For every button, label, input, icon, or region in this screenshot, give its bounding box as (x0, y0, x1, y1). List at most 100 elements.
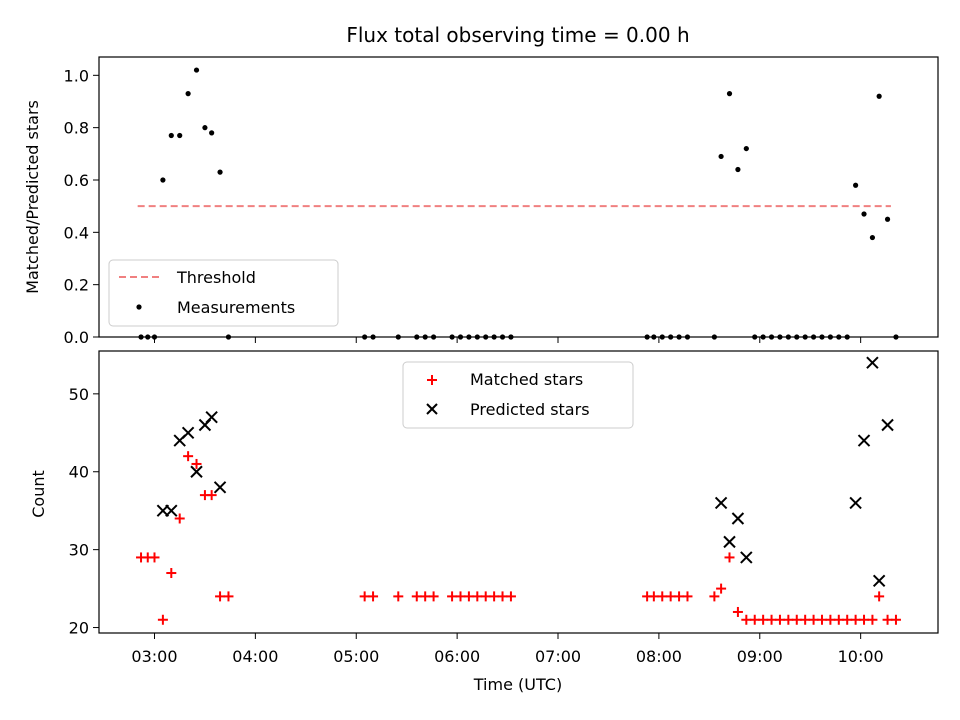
legend-measurements-swatch (136, 304, 142, 310)
predicted-star-point (205, 411, 218, 424)
matched-star-point (183, 451, 194, 462)
matched-star-point (665, 591, 676, 602)
matched-star-point (166, 568, 177, 579)
x-axis-label: Time (UTC) (473, 675, 562, 694)
top-legend: Threshold Measurements (108, 259, 339, 327)
matched-star-point (682, 591, 693, 602)
matched-star-point (709, 591, 720, 602)
matched-star-point (890, 614, 901, 625)
x-tick-label: 05:00 (333, 647, 379, 666)
predicted-star-point (714, 496, 728, 510)
top-panel: 0.0 0.2 0.4 0.6 0.8 1.0 Matched/Predicted sta… (23, 56, 939, 347)
matched-star-point (463, 591, 474, 602)
measurement-point (209, 130, 215, 136)
x-tick-label: 06:00 (434, 647, 480, 666)
measurement-point (861, 211, 867, 217)
matched-star-point (882, 614, 893, 625)
matched-star-point (716, 583, 727, 594)
matched-star-point (808, 614, 819, 625)
predicted-star-point (165, 504, 178, 517)
x-tick-label: 07:00 (535, 647, 581, 666)
matched-star-point (850, 614, 861, 625)
x-tick-label: 08:00 (636, 647, 682, 666)
matched-star-point (455, 591, 466, 602)
matched-star-point (724, 552, 735, 563)
x-tick-label: 03:00 (131, 647, 177, 666)
matched-star-point (505, 591, 516, 602)
chart-title: Flux total observing time = 0.00 h (346, 23, 689, 47)
top-axes-frame (98, 56, 939, 338)
matched-star-point (674, 591, 685, 602)
top-y-axis-label: Matched/Predicted stars (23, 100, 42, 294)
matched-star-point (783, 614, 794, 625)
legend-matched-label: Matched stars (470, 370, 583, 389)
measurement-point (217, 169, 223, 175)
x-tick-label: 09:00 (737, 647, 783, 666)
matched-star-point (791, 614, 802, 625)
matched-star-point (874, 591, 885, 602)
bottom-y-tick-label: 20 (69, 619, 89, 638)
x-tick-label: 04:00 (232, 647, 278, 666)
matched-star-point (774, 614, 785, 625)
measurement-point (735, 166, 741, 173)
bottom-y-tick-label: 50 (69, 385, 89, 404)
matched-star-point (420, 591, 431, 602)
measurement-point (876, 93, 882, 99)
predicted-star-point (723, 535, 736, 549)
predicted-star-point (857, 434, 871, 447)
matched-star-point (359, 591, 370, 602)
measurement-point (168, 132, 174, 139)
matched-star-point (800, 614, 811, 625)
legend-predicted-swatch (426, 403, 438, 415)
matched-star-point (411, 591, 422, 602)
matched-star-point (657, 591, 668, 602)
measurement-point (185, 91, 191, 97)
predicted-star-point (849, 496, 862, 510)
bottom-legend: Matched stars Predicted stars (402, 361, 634, 429)
matched-star-point (867, 614, 878, 625)
measurement-point (726, 91, 733, 97)
x-tick-label: 10:00 (838, 647, 884, 666)
matched-star-point (215, 591, 226, 602)
matched-star-point (206, 490, 217, 501)
matched-star-point (741, 614, 752, 625)
matched-star-point (174, 513, 185, 524)
matched-star-point (758, 614, 769, 625)
predicted-star-point (881, 418, 894, 432)
matched-star-point (223, 591, 234, 602)
matched-star-point (816, 614, 827, 625)
predicted-star-point (181, 426, 195, 440)
measurement-point (853, 182, 859, 188)
matched-star-point (825, 614, 836, 625)
matched-star-point (480, 591, 491, 602)
legend-measurements-label: Measurements (177, 298, 295, 317)
measurement-point (202, 125, 208, 131)
measurement-point (884, 216, 891, 222)
matched-star-point (368, 591, 379, 602)
matched-star-point (428, 591, 439, 602)
predicted-star-point (213, 481, 227, 494)
matched-star-point (191, 458, 202, 469)
predicted-star-point (190, 465, 203, 478)
top-y-tick-label: 0.0 (64, 328, 89, 347)
top-y-tick-label: 0.8 (64, 119, 89, 138)
matched-star-point (833, 614, 844, 625)
legend-predicted-label: Predicted stars (470, 400, 590, 419)
top-y-tick-label: 0.2 (64, 276, 89, 295)
bottom-y-axis-label: Count (29, 470, 48, 518)
top-y-tick-label: 1.0 (64, 66, 89, 85)
matched-star-point (859, 614, 870, 625)
bottom-y-tick-label: 40 (69, 463, 89, 482)
matched-star-point (157, 614, 168, 625)
matched-star-point (732, 606, 743, 617)
matched-star-point (447, 591, 458, 602)
measurement-point (869, 234, 876, 241)
matched-star-point (472, 591, 483, 602)
predicted-star-point (731, 512, 745, 525)
bottom-y-tick-label: 30 (69, 541, 89, 560)
matched-star-point (489, 591, 500, 602)
top-y-tick-label: 0.4 (64, 223, 89, 242)
bottom-axes-frame (98, 350, 939, 634)
matched-star-point (842, 614, 853, 625)
matched-star-point (393, 591, 404, 602)
